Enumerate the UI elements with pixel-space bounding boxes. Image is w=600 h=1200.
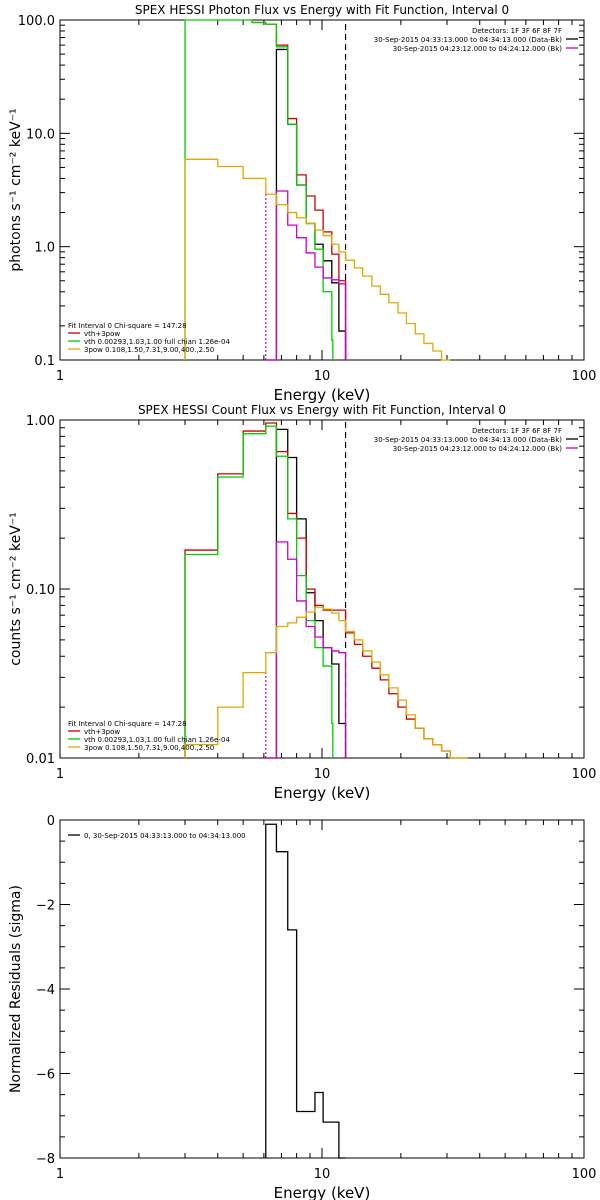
x-tick-label-1-0: 1 [56, 767, 64, 782]
chart-title-0: SPEX HESSI Photon Flux vs Energy with Fi… [135, 3, 509, 17]
y-axis-label-2: Normalized Residuals (sigma) [8, 885, 24, 1093]
series-line-0-3 [265, 190, 347, 361]
y-tick-label-0-3: 100.0 [18, 14, 55, 29]
series-line-0-2 [184, 19, 334, 360]
x-tick-label-0-2: 100 [572, 369, 597, 384]
info-text-0-1: 30-Sep-2015 04:33:13.000 to 04:34:13.000… [374, 36, 563, 44]
series-line-0-4 [184, 158, 451, 361]
chart-title-1: SPEX HESSI Count Flux vs Energy with Fit… [138, 403, 506, 417]
legend-text-0-1: vth+3pow [84, 330, 120, 338]
y-tick-label-2-0: −8 [36, 1152, 55, 1167]
legend-text-0-0: Fit Interval 0 Chi-square = 147.28 [68, 322, 187, 330]
x-axis-label-1: Energy (keV) [274, 784, 371, 802]
info-text-0-2: 30-Sep-2015 04:23:12.000 to 04:24:12.000… [393, 45, 563, 53]
y-axis-label-0: photons s⁻¹ cm⁻² keV⁻¹ [8, 108, 24, 271]
y-tick-label-0-2: 10.0 [26, 127, 55, 142]
y-tick-label-2-3: −2 [36, 899, 55, 914]
series-line-2-0 [265, 823, 346, 1159]
y-axis-label-1: counts s⁻¹ cm⁻² keV⁻¹ [8, 512, 24, 666]
legend-text-1-1: vth+3pow [84, 728, 120, 736]
plot-frame-1 [59, 419, 585, 759]
y-tick-label-1-2: 1.00 [26, 414, 55, 429]
x-tick-label-2-0: 1 [56, 1167, 64, 1182]
x-tick-label-1-2: 100 [572, 767, 597, 782]
info-text-1-2: 30-Sep-2015 04:23:12.000 to 04:24:12.000… [393, 445, 563, 453]
y-tick-label-2-4: 0 [47, 814, 55, 829]
x-tick-label-1-1: 10 [314, 767, 331, 782]
info-text-1-1: 30-Sep-2015 04:33:13.000 to 04:34:13.000… [374, 436, 563, 444]
x-axis-label-2: Energy (keV) [274, 1184, 371, 1200]
info-text-1-0: Detectors: 1F 3F 6F 8F 7F [472, 427, 562, 435]
y-tick-label-1-0: 0.01 [26, 752, 55, 767]
x-axis-label-0: Energy (keV) [274, 386, 371, 404]
x-tick-label-2-2: 100 [572, 1167, 597, 1182]
y-tick-label-2-2: −4 [36, 983, 55, 998]
x-tick-label-0-0: 1 [56, 369, 64, 384]
series-line-1-3 [265, 541, 347, 759]
plot-frame-0 [59, 19, 585, 361]
legend-text-0-3: 3pow 0.108,1.50,7.31,9.00,400.,2.50 [84, 346, 214, 354]
y-tick-label-2-1: −6 [36, 1068, 55, 1083]
x-tick-label-2-1: 10 [314, 1167, 331, 1182]
legend-text-1-0: Fit Interval 0 Chi-square = 147.28 [68, 720, 187, 728]
series-line-1-2 [184, 425, 334, 758]
series-line-1-4 [184, 606, 468, 759]
legend-text-1-2: vth 0.00293,1.03,1.00 full chian 1.26e-0… [84, 736, 230, 744]
legend-text-1-3: 3pow 0.108,1.50,7.31,9.00,400.,2.50 [84, 744, 214, 752]
y-tick-label-1-1: 0.10 [26, 583, 55, 598]
y-tick-label-0-1: 1.0 [34, 241, 55, 256]
legend-text-2-0: 0, 30-Sep-2015 04:33:13.000 to 04:34:13.… [84, 832, 246, 840]
legend-text-0-2: vth 0.00293,1.03,1.00 full chian 1.26e-0… [84, 338, 230, 346]
info-text-0-0: Detectors: 1F 3F 6F 8F 7F [472, 27, 562, 35]
y-tick-label-0-0: 0.1 [34, 354, 55, 369]
x-tick-label-0-1: 10 [314, 369, 331, 384]
plot-frame-2 [59, 819, 585, 1159]
